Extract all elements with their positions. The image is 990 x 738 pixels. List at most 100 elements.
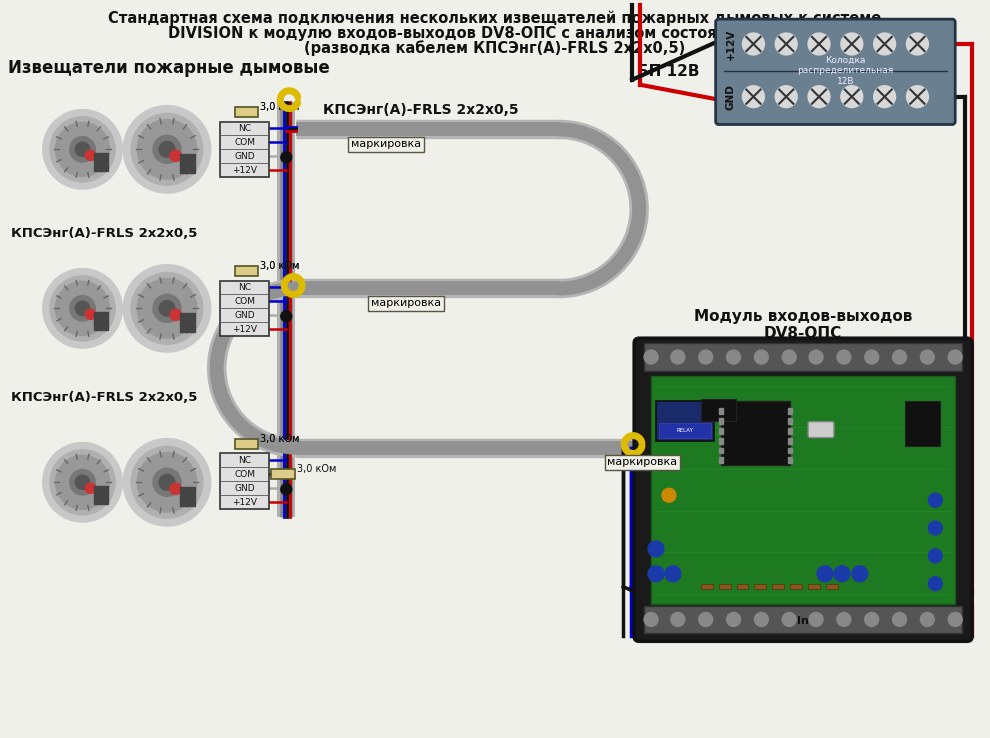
Text: GND: GND bbox=[726, 83, 736, 110]
Bar bbox=[719, 458, 723, 463]
Circle shape bbox=[43, 443, 123, 522]
Circle shape bbox=[75, 301, 90, 316]
Circle shape bbox=[929, 493, 942, 507]
Bar bbox=[719, 438, 723, 444]
Text: Стандартная схема подключения нескольких извещателей пожарных дымовых к системе: Стандартная схема подключения нескольких… bbox=[108, 10, 882, 26]
Circle shape bbox=[907, 33, 929, 55]
Bar bbox=[180, 313, 195, 332]
Circle shape bbox=[43, 269, 123, 348]
Text: COM: COM bbox=[234, 470, 255, 479]
Circle shape bbox=[874, 33, 896, 55]
Circle shape bbox=[727, 350, 741, 364]
FancyBboxPatch shape bbox=[808, 421, 834, 438]
Circle shape bbox=[648, 566, 664, 582]
Bar bbox=[788, 447, 792, 453]
Circle shape bbox=[754, 350, 768, 364]
Circle shape bbox=[864, 613, 879, 627]
Circle shape bbox=[170, 309, 181, 320]
Text: КПСЭнг(А)-FRLS 2х2х0,5: КПСЭнг(А)-FRLS 2х2х0,5 bbox=[323, 103, 519, 117]
Text: БП 12В: БП 12В bbox=[638, 64, 700, 79]
Bar bbox=[788, 438, 792, 444]
Circle shape bbox=[817, 566, 833, 582]
Text: Модуль входов-выходов
DV8-ОПС: Модуль входов-выходов DV8-ОПС bbox=[694, 309, 913, 342]
Circle shape bbox=[69, 137, 95, 162]
Text: 3,0 кОм: 3,0 кОм bbox=[297, 464, 337, 475]
Bar bbox=[220, 122, 269, 177]
Circle shape bbox=[43, 109, 123, 189]
Circle shape bbox=[775, 33, 797, 55]
Circle shape bbox=[907, 86, 929, 108]
Bar bbox=[235, 438, 258, 449]
Text: COM: COM bbox=[234, 297, 255, 306]
Bar bbox=[235, 266, 258, 275]
Circle shape bbox=[742, 86, 764, 108]
Circle shape bbox=[837, 350, 850, 364]
Circle shape bbox=[281, 152, 292, 163]
Circle shape bbox=[948, 613, 962, 627]
Circle shape bbox=[138, 120, 197, 179]
Bar bbox=[826, 584, 838, 589]
Circle shape bbox=[782, 613, 796, 627]
Bar bbox=[808, 584, 820, 589]
Circle shape bbox=[874, 86, 896, 108]
Bar bbox=[220, 280, 269, 337]
Circle shape bbox=[665, 566, 681, 582]
Bar bbox=[788, 427, 792, 434]
Circle shape bbox=[170, 151, 181, 162]
Text: In: In bbox=[797, 616, 809, 627]
Bar bbox=[719, 418, 723, 424]
Circle shape bbox=[138, 452, 197, 512]
Circle shape bbox=[50, 276, 115, 341]
Bar bbox=[788, 408, 792, 414]
Text: КПСЭнг(А)-FRLS 2х2х0,5: КПСЭнг(А)-FRLS 2х2х0,5 bbox=[11, 227, 197, 241]
Circle shape bbox=[55, 123, 110, 176]
Bar bbox=[701, 399, 736, 421]
Text: маркировка: маркировка bbox=[350, 139, 421, 149]
Circle shape bbox=[159, 475, 175, 490]
Bar bbox=[790, 584, 802, 589]
Circle shape bbox=[775, 86, 797, 108]
Text: 3,0 кОм: 3,0 кОм bbox=[260, 102, 300, 111]
Circle shape bbox=[699, 613, 713, 627]
Circle shape bbox=[921, 613, 935, 627]
Text: 3,0 кОм: 3,0 кОм bbox=[260, 261, 300, 271]
Circle shape bbox=[893, 613, 907, 627]
Bar bbox=[788, 418, 792, 424]
Circle shape bbox=[85, 483, 96, 494]
Circle shape bbox=[671, 613, 685, 627]
Bar bbox=[656, 401, 714, 441]
Bar bbox=[719, 427, 723, 434]
Circle shape bbox=[159, 300, 175, 317]
Circle shape bbox=[281, 484, 292, 494]
Circle shape bbox=[948, 350, 962, 364]
Circle shape bbox=[644, 613, 658, 627]
FancyBboxPatch shape bbox=[635, 338, 972, 641]
Bar bbox=[719, 584, 731, 589]
Circle shape bbox=[671, 350, 685, 364]
FancyBboxPatch shape bbox=[716, 19, 955, 125]
Bar bbox=[271, 469, 295, 479]
Circle shape bbox=[851, 566, 867, 582]
Text: +12V: +12V bbox=[726, 28, 736, 60]
Circle shape bbox=[662, 489, 676, 502]
Bar bbox=[719, 408, 723, 414]
Text: 3,0 кОм: 3,0 кОм bbox=[260, 102, 300, 111]
Text: (разводка кабелем КПСЭнг(А)-FRLS 2х2х0,5): (разводка кабелем КПСЭнг(А)-FRLS 2х2х0,5… bbox=[304, 40, 686, 56]
Bar bbox=[220, 453, 269, 509]
Bar bbox=[906, 401, 940, 446]
Circle shape bbox=[69, 469, 95, 495]
Circle shape bbox=[809, 350, 823, 364]
Text: +12V: +12V bbox=[232, 166, 257, 175]
Circle shape bbox=[893, 350, 907, 364]
Circle shape bbox=[153, 469, 181, 496]
Text: КПСЭнг(А)-FRLS 2х2х0,5: КПСЭнг(А)-FRLS 2х2х0,5 bbox=[11, 391, 197, 404]
Circle shape bbox=[69, 296, 95, 321]
Text: 3,0 кОм: 3,0 кОм bbox=[260, 434, 300, 444]
Circle shape bbox=[50, 117, 115, 182]
Circle shape bbox=[921, 350, 935, 364]
Bar bbox=[659, 423, 711, 438]
Circle shape bbox=[170, 483, 181, 494]
Text: +12V: +12V bbox=[232, 325, 257, 334]
Circle shape bbox=[138, 279, 197, 338]
Text: GND: GND bbox=[235, 152, 254, 161]
